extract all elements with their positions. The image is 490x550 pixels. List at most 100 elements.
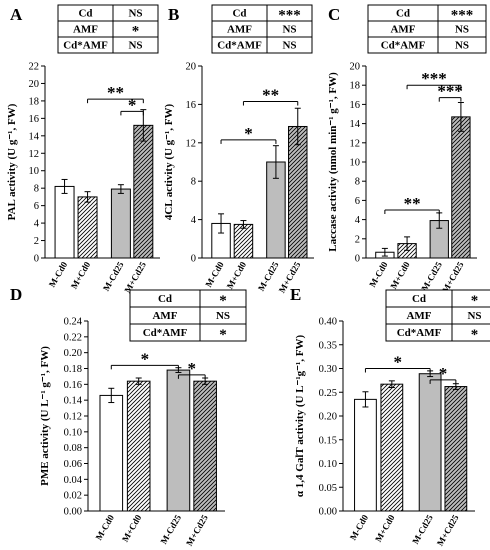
y-tick-label: 20 [29,79,40,90]
significance-label: * [141,349,150,368]
panel-letter: E [290,285,301,304]
bar-m-cd25 [166,369,191,512]
y-axis-label: PME activity (U L⁻¹ g⁻¹, FW) [39,346,51,486]
table-factor: Cd [232,8,246,20]
y-tick-label: 2 [34,236,39,247]
bar-m+cd0 [233,223,254,259]
y-tick-label: 0.00 [319,507,337,518]
table-significance: NS [455,40,469,52]
table-factor: Cd [78,8,92,20]
y-tick-label: 0.12 [64,412,82,423]
significance-bracket: * [364,353,431,373]
y-tick-label: 0.04 [64,475,83,486]
y-tick-label: 0.05 [319,483,337,494]
category-label: M+Cd0 [69,260,93,291]
significance-bracket: * [220,124,277,144]
y-tick-label: 0.25 [319,388,337,399]
y-tick-label: 0 [34,254,39,265]
y-axis-label: α 1,4 GalT activity (U L⁻¹g⁻¹, FW) [294,335,306,498]
significance-bracket: * [429,364,457,384]
y-tick-label: 4 [191,215,197,226]
significance-bracket: * [110,349,179,370]
table-significance: NS [455,24,469,36]
panel-letter: D [10,285,22,304]
y-axis-label: PAL activity (U g⁻¹, FW) [6,103,18,220]
bar-m+cd25 [451,116,471,259]
category-label: M-Cd0 [47,260,70,289]
table-significance: *** [278,8,301,24]
y-tick-label: 0.14 [64,396,83,407]
category-label: M+Cd25 [184,513,210,548]
y-tick-label: 0.15 [319,435,337,446]
significance-label: *** [421,69,447,88]
y-tick-label: 18 [29,96,40,107]
anova-table: Cd *** AMF NS Cd*AMF NS [367,4,487,54]
significance-bracket: *** [437,82,463,102]
category-label: M+Cd0 [373,513,397,544]
panel-a: A Cd NS AMF * Cd*AMF NS 0 2 4 6 8 10 12 14 16 18 20 22 PAL … [6,4,160,295]
category-label: M+Cd25 [440,260,466,295]
category-label: M-Cd25 [158,513,183,546]
y-tick-label: 0.02 [64,491,82,502]
y-tick-label: 0.06 [64,459,82,470]
significance-label: ** [404,194,421,213]
bar-m+cd0 [380,383,404,512]
significance-label: ** [262,86,279,105]
y-tick-label: 4 [34,219,40,230]
y-tick-label: 12 [186,138,197,149]
category-label: M-Cd25 [101,260,126,293]
table-factor: Cd*AMF [143,327,188,339]
y-tick-label: 8 [34,184,39,195]
table-factor: Cd*AMF [63,40,108,52]
table-significance: NS [467,310,481,322]
bar-m+cd0 [126,380,151,512]
table-factor: AMF [390,24,415,36]
bar-m-cd0 [54,185,75,259]
significance-label: ** [107,83,124,102]
y-tick-label: 8 [191,177,196,188]
y-tick-label: 0 [191,254,196,265]
table-factor: AMF [227,24,252,36]
table-significance: NS [216,310,230,322]
table-significance: *** [451,8,474,24]
y-tick-label: 0.40 [319,317,337,328]
y-tick-label: 0.10 [319,459,337,470]
category-label: M-Cd0 [203,260,226,289]
y-tick-label: 10 [29,166,40,177]
table-factor: Cd*AMF [381,40,426,52]
y-tick-label: 4 [355,215,361,226]
significance-bracket: * [177,359,206,379]
bar-m+cd25 [444,386,468,512]
y-tick-label: 0.24 [64,317,83,328]
significance-label: * [128,95,137,114]
significance-bracket: * [120,95,144,116]
bar-m+cd25 [288,125,308,259]
category-label: M+Cd0 [120,513,144,544]
category-label: M-Cd0 [367,260,390,289]
bar-m+cd25 [193,380,217,512]
y-tick-label: 6 [355,196,360,207]
y-tick-label: 20 [186,62,197,73]
table-factor: Cd*AMF [217,40,262,52]
table-significance: NS [128,8,142,20]
y-tick-label: 0.20 [64,348,82,359]
y-tick-label: 16 [29,114,40,125]
significance-label: * [188,359,197,378]
significance-bracket: ** [242,86,299,106]
anova-table: Cd NS AMF * Cd*AMF NS [57,4,159,54]
y-axis-label: Laccase activity (nmol min⁻¹ g⁻¹, FW) [327,72,339,252]
y-tick-label: 6 [34,201,39,212]
table-significance: NS [128,40,142,52]
table-factor: Cd*AMF [397,327,442,339]
anova-table: Cd *** AMF NS Cd*AMF NS [211,4,313,54]
y-tick-label: 18 [350,81,361,92]
y-tick-label: 0.18 [64,364,82,375]
y-tick-label: 0.20 [319,412,337,423]
category-label: M-Cd0 [348,513,371,542]
table-significance: * [219,327,227,343]
significance-label: * [439,364,448,383]
